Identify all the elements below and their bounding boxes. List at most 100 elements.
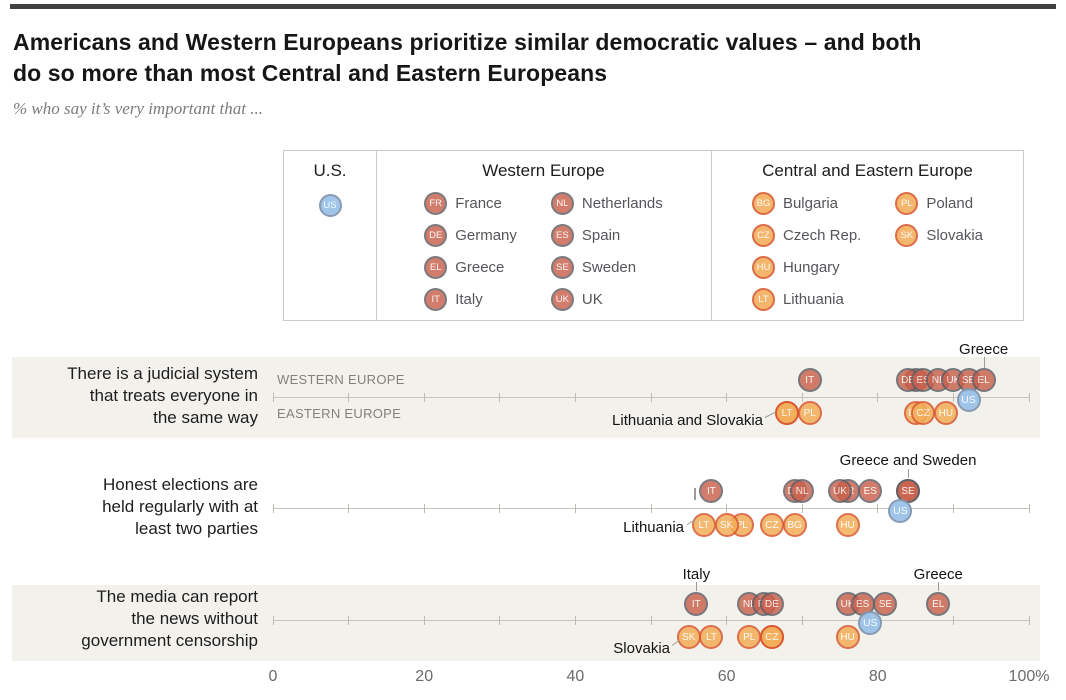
dot-hu: HU — [835, 513, 860, 537]
legend-item-germany: DE Germany — [424, 224, 517, 247]
legend-country-label: Hungary — [782, 259, 840, 276]
marker-dash — [694, 488, 696, 500]
legend-section-us: U.S. US — [284, 151, 377, 320]
axis-tick — [348, 504, 350, 513]
axis-tick — [726, 393, 728, 402]
annotation-connector — [696, 582, 698, 591]
chart-subtitle: % who say it’s very important that ... — [13, 99, 263, 118]
legend-items-central-eastern-europe: BG Bulgaria CZ Czech Rep. HU Hungary LT Lithuan… — [711, 192, 1024, 311]
statement-line: least two parties — [135, 519, 258, 538]
statement-line: There is a judicial system — [67, 364, 258, 383]
statement-line: held regularly with at — [102, 497, 258, 516]
dot-hu: HU — [835, 625, 860, 649]
axis-tick — [650, 504, 652, 513]
legend-country-label: Sweden — [581, 259, 637, 276]
legend-header-western-europe: Western Europe — [482, 161, 605, 180]
page-title: Americans and Western Europeans prioriti… — [13, 27, 1043, 90]
legend-country-label: France — [455, 195, 502, 212]
annotation-label: Greece — [959, 341, 1009, 358]
legend-country-label: Netherlands — [581, 195, 663, 212]
dot-de: DE — [759, 592, 784, 616]
axis-tick — [801, 393, 803, 402]
dot-it: IT — [684, 592, 709, 616]
dot-it: IT — [797, 368, 822, 392]
we-country-circle: IT — [424, 288, 448, 311]
legend-country-label: Lithuania — [782, 291, 844, 308]
legend-item-france: FR France — [424, 192, 517, 215]
statement-line: government censorship — [81, 631, 258, 650]
row-statement: Honest elections are held regularly with … — [8, 474, 258, 540]
axis-tick — [650, 616, 652, 625]
legend-item-slovakia: SK Slovakia — [895, 224, 983, 247]
ee-country-circle: SK — [895, 224, 919, 247]
we-country-circle: FR — [424, 192, 448, 215]
dot-sk: SK — [676, 625, 701, 649]
annotation-connector — [983, 357, 985, 368]
dot-us: US — [888, 499, 913, 523]
axis-tick — [726, 616, 728, 625]
axis-tick — [877, 504, 879, 513]
axis-tick — [499, 616, 501, 625]
we-country-circle: UK — [550, 288, 574, 311]
dot-sk: SK — [714, 513, 739, 537]
axis-tick — [499, 504, 501, 513]
legend-section-central-eastern-europe: Central and Eastern Europe BG Bulgaria CZ C… — [711, 151, 1024, 320]
axis-tick — [272, 504, 274, 513]
legend-country-label: Slovakia — [926, 227, 984, 244]
dot-el: EL — [926, 592, 951, 616]
lane-label-western-europe: WESTERN EUROPE — [277, 372, 405, 387]
dot-pl: PL — [737, 625, 762, 649]
axis-tick — [952, 616, 954, 625]
axis-tick — [650, 393, 652, 402]
legend-item-uk: UK UK — [550, 288, 663, 311]
legend-country-label: Italy — [455, 291, 483, 308]
axis-tick — [272, 616, 274, 625]
legend-item-lithuania: LT Lithuania — [751, 288, 861, 311]
dot-bg: BG — [782, 513, 807, 537]
axis-tick — [348, 393, 350, 402]
legend-item-bulgaria: BG Bulgaria — [751, 192, 861, 215]
legend-country-label: Poland — [926, 195, 974, 212]
annotation-label: Lithuania — [623, 519, 684, 536]
statement-line: the news without — [131, 609, 258, 628]
legend-section-western-europe: Western Europe FR France DE Germany EL Greece… — [376, 151, 712, 320]
top-rule — [10, 4, 1056, 9]
x-axis-tick-label: 80 — [868, 668, 887, 685]
axis-tick — [272, 393, 274, 402]
axis-tick — [423, 393, 425, 402]
title-line-2: do so more than most Central and Eastern… — [13, 60, 608, 87]
legend-item-sweden: SE Sweden — [550, 256, 663, 279]
axis-tick — [348, 616, 350, 625]
axis-tick — [952, 504, 954, 513]
x-axis-tick-label: 60 — [717, 668, 736, 685]
dot-lt: LT — [691, 513, 716, 537]
x-axis-tick-label: 40 — [566, 668, 585, 685]
legend-country-label: Germany — [455, 227, 517, 244]
statement-line: that treats everyone in — [89, 386, 258, 405]
annotation-label: Lithuania and Slovakia — [612, 412, 763, 429]
axis-tick — [423, 616, 425, 625]
axis-tick — [1028, 393, 1030, 402]
dot-us: US — [858, 611, 883, 635]
axis-tick — [1028, 504, 1030, 513]
legend-country-label: Czech Rep. — [782, 227, 862, 244]
annotation-connector — [908, 469, 910, 478]
legend-item-czech-rep-: CZ Czech Rep. — [751, 224, 862, 247]
dot-lt: LT — [699, 625, 724, 649]
dot-lt: LT — [775, 401, 800, 425]
ee-country-circle: CZ — [751, 224, 775, 247]
annotation-label: Greece — [913, 566, 963, 583]
statement-line: The media can report — [96, 587, 258, 606]
legend-item-italy: IT Italy — [424, 288, 517, 311]
axis-tick — [1028, 616, 1030, 625]
dot-es: ES — [858, 479, 883, 503]
x-axis-tick-label: 0 — [268, 668, 278, 685]
dot-el: EL — [971, 368, 996, 392]
axis-tick — [801, 504, 803, 513]
legend-country-label: Spain — [581, 227, 621, 244]
axis-tick — [877, 393, 879, 402]
statement-line: Honest elections are — [103, 475, 258, 494]
legend-box: U.S. US Western Europe FR France DE Germany… — [283, 150, 1024, 321]
legend-item-poland: PL Poland — [895, 192, 983, 215]
